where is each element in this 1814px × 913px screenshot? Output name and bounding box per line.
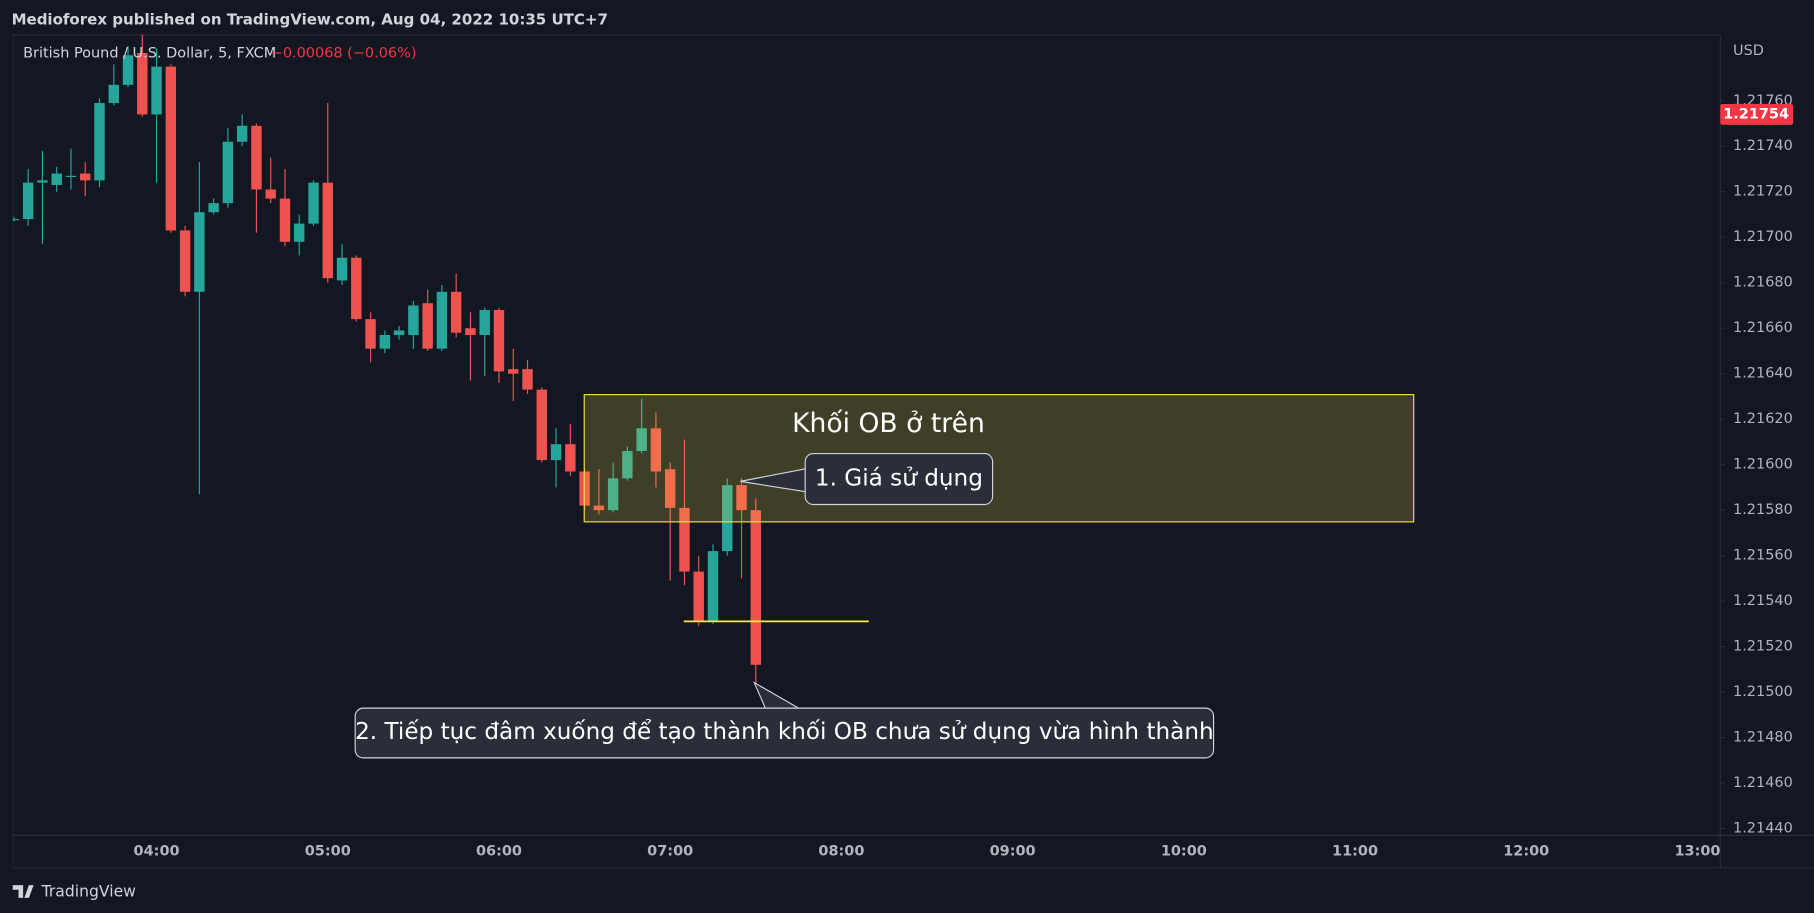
logo-icon xyxy=(12,885,34,898)
x-tick-label: 04:00 xyxy=(134,844,180,860)
y-tick-label: 1.21580 xyxy=(1733,502,1793,518)
candle-body xyxy=(750,510,762,665)
annotations: Khối OB ở trên 1. Giá sử dụng 2. Tiếp tụ… xyxy=(354,394,1415,759)
candle-body xyxy=(351,257,362,320)
candle-body xyxy=(722,485,733,552)
y-tick-label: 1.21540 xyxy=(1733,593,1793,609)
candle-body xyxy=(479,310,490,336)
zone-label: Khối OB ở trên xyxy=(792,408,985,439)
candle-body xyxy=(294,223,305,242)
candle-body xyxy=(664,469,676,508)
candle-body xyxy=(308,182,319,224)
y-tick-label: 1.21740 xyxy=(1733,138,1793,154)
candle-body xyxy=(236,125,248,142)
ob-zone xyxy=(583,394,1415,523)
candle-body xyxy=(536,389,547,461)
candle-body xyxy=(550,444,562,461)
candle-body xyxy=(707,551,719,622)
y-tick-label: 1.21460 xyxy=(1733,775,1793,791)
candle-body xyxy=(436,291,448,349)
candle-body xyxy=(365,319,376,349)
header: Medioforex published on TradingView.com,… xyxy=(12,10,608,28)
callout-text: 2. Tiếp tục đâm xuống để tạo thành khối … xyxy=(355,719,1214,745)
candle-body xyxy=(251,125,262,190)
candle-body xyxy=(408,305,419,336)
y-tick-label: 1.21640 xyxy=(1733,366,1793,382)
candle-body xyxy=(450,291,462,333)
candle-body xyxy=(622,451,633,479)
candle-body xyxy=(522,369,533,390)
candle-body xyxy=(80,173,91,181)
x-tick-label: 07:00 xyxy=(647,844,693,860)
candle-body xyxy=(265,189,276,199)
y-tick-label: 1.21620 xyxy=(1733,411,1793,427)
candle-body xyxy=(279,198,291,242)
callout-text: 1. Giá sử dụng xyxy=(815,466,983,492)
candle-body xyxy=(650,428,662,472)
x-tick-label: 05:00 xyxy=(305,844,351,860)
y-tick-label: 1.21520 xyxy=(1733,639,1793,655)
candle-body xyxy=(679,507,690,572)
candle-body xyxy=(179,230,191,292)
candle-body xyxy=(222,141,234,204)
logo: TradingView xyxy=(12,883,137,901)
candle-body xyxy=(393,330,405,336)
y-tick-label: 1.21500 xyxy=(1733,684,1793,700)
y-tick-label: 1.21480 xyxy=(1733,730,1793,746)
candle-body xyxy=(322,182,333,279)
candle-body xyxy=(493,310,505,372)
x-tick-label: 12:00 xyxy=(1503,844,1549,860)
last-price-tag xyxy=(1720,104,1794,125)
symbol: British Pound / U.S. Dollar, 5, FXCM xyxy=(23,45,276,61)
candle-body xyxy=(151,66,162,115)
currency: USD xyxy=(1733,43,1764,59)
y-tick-label: 1.21720 xyxy=(1733,184,1793,200)
candle-body xyxy=(465,328,476,336)
candle-body xyxy=(593,505,605,511)
x-tick-label: 08:00 xyxy=(818,844,864,860)
candle-body xyxy=(108,84,119,104)
candle-body xyxy=(379,335,391,349)
candle-body xyxy=(137,53,148,115)
candles xyxy=(8,34,762,686)
candle-body xyxy=(693,571,704,622)
last-price-label: 1.21754 xyxy=(1723,106,1789,122)
x-tick-label: 09:00 xyxy=(990,844,1036,860)
y-tick-label: 1.21700 xyxy=(1733,229,1793,245)
x-tick-label: 10:00 xyxy=(1161,844,1207,860)
candle-body xyxy=(607,478,619,511)
candle-body xyxy=(94,103,105,181)
candle-body xyxy=(736,485,747,511)
candle-body xyxy=(194,212,205,292)
candle-body xyxy=(636,428,647,452)
callout-box xyxy=(804,453,994,506)
candle-body xyxy=(208,203,219,213)
y-tick-label: 1.21600 xyxy=(1733,457,1793,473)
candle-body xyxy=(122,55,134,85)
candle-body xyxy=(51,173,62,185)
candle-body xyxy=(22,182,34,220)
x-tick-label: 13:00 xyxy=(1674,844,1720,860)
y-tick-label: 1.21560 xyxy=(1733,548,1793,564)
candle-body xyxy=(508,369,519,374)
x-tick-label: 06:00 xyxy=(476,844,522,860)
change: −0.00068 (−0.06%) xyxy=(271,45,417,61)
candle-body xyxy=(65,175,77,177)
candle-body xyxy=(165,66,177,231)
y-tick-label: 1.21680 xyxy=(1733,275,1793,291)
y-tick-label: 1.21660 xyxy=(1733,320,1793,336)
candle-body xyxy=(37,180,48,183)
left-margin xyxy=(0,34,13,868)
candle-body xyxy=(336,257,348,281)
candle-body xyxy=(8,219,20,221)
y-tick-label: 1.21440 xyxy=(1733,821,1793,837)
candle-body xyxy=(565,444,576,472)
candle-body xyxy=(422,303,433,349)
callout-box xyxy=(354,707,1215,759)
x-tick-label: 11:00 xyxy=(1332,844,1378,860)
logo-text: TradingView xyxy=(41,883,137,901)
